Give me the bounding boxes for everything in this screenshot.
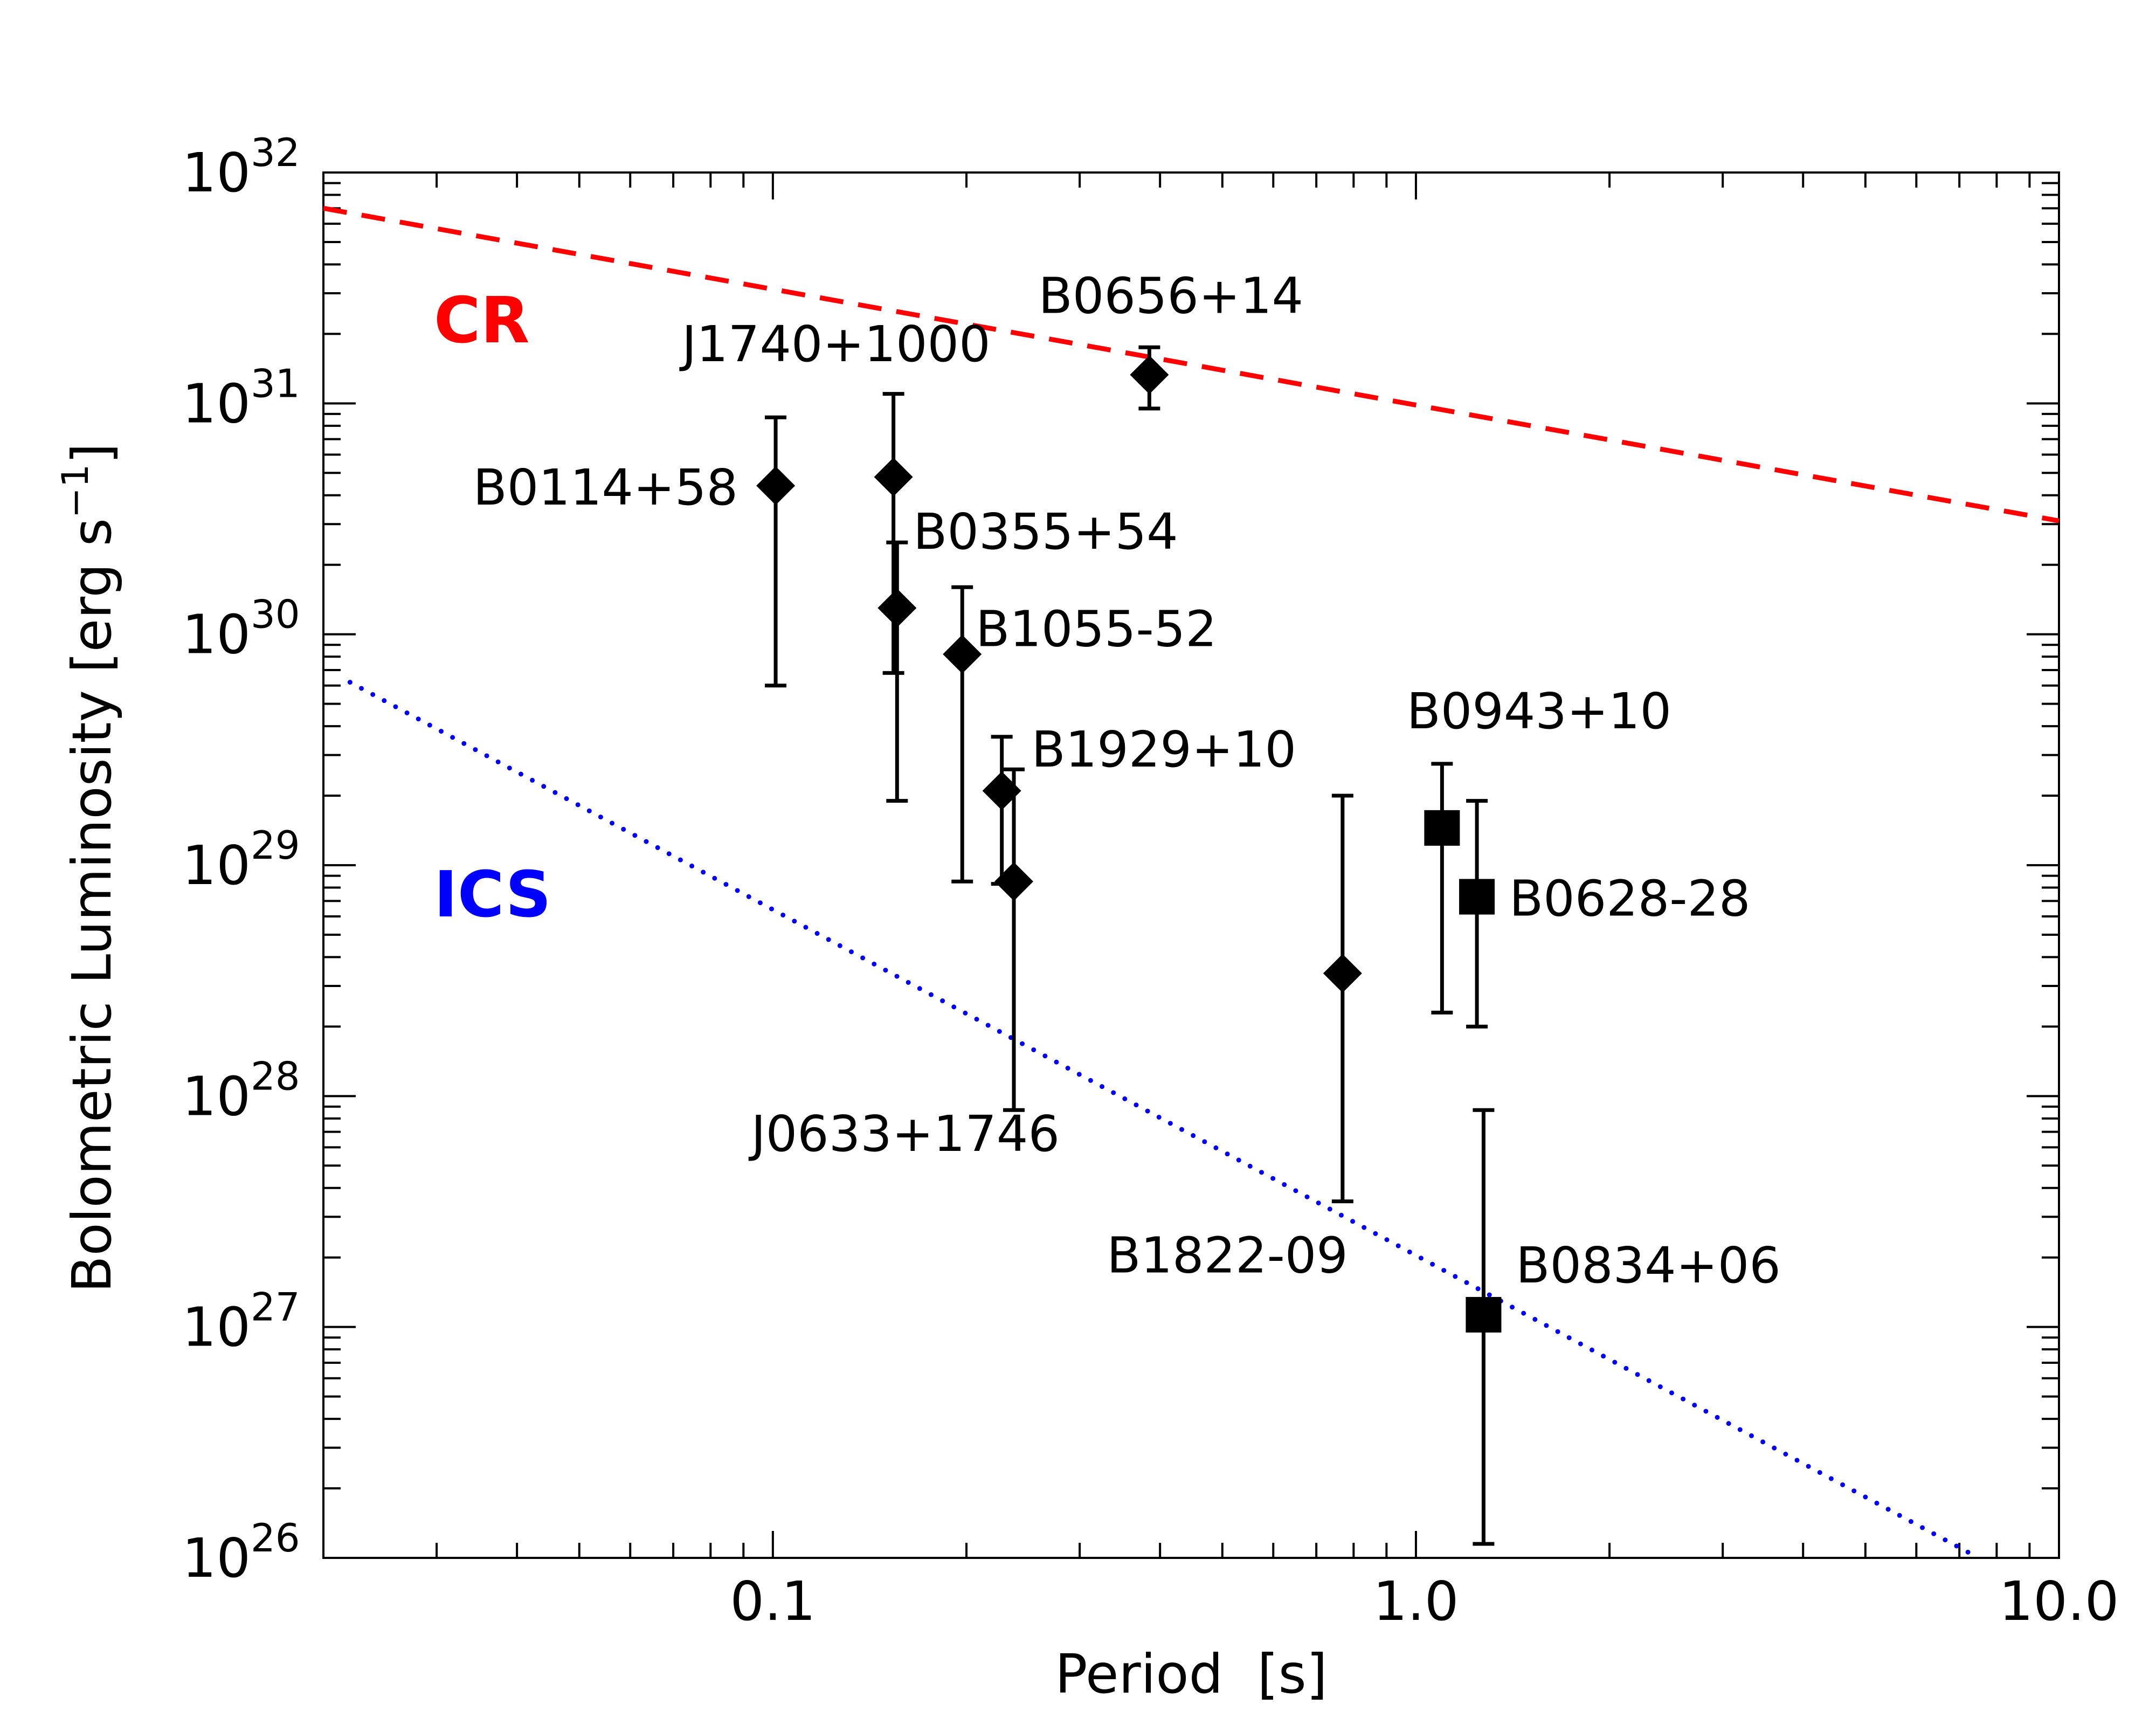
diamond-marker (994, 862, 1033, 901)
point-label: J1740+1000 (679, 315, 990, 373)
square-marker (1466, 1296, 1502, 1333)
y-tick-exponent: 31 (251, 361, 300, 406)
y-tick-exponent: 30 (251, 592, 300, 637)
x-tick-label: 10.0 (1999, 1570, 2119, 1633)
data-points (756, 345, 1502, 1546)
y-tick-label: 10 (182, 372, 251, 435)
y-tick-label: 10 (182, 834, 251, 897)
y-tick-label: 10 (182, 1065, 251, 1128)
y-tick-label: 10 (182, 603, 251, 666)
y-tick-exponent: 28 (251, 1053, 300, 1099)
x-tick-label: 0.1 (730, 1570, 816, 1633)
point-label: B1055-52 (976, 601, 1217, 658)
y-tick-exponent: 27 (251, 1285, 300, 1330)
cr-line (323, 205, 2060, 523)
square-marker (1424, 810, 1460, 846)
point-label: B0355+54 (913, 503, 1178, 561)
point-label: B0834+06 (1516, 1237, 1780, 1294)
point-label: J0633+1746 (749, 1105, 1060, 1163)
cr-label: CR (434, 283, 529, 357)
square-marker (1459, 879, 1495, 915)
diamond-marker (943, 634, 982, 674)
point-label: B1929+10 (1032, 721, 1296, 778)
point-label: B1822-09 (1107, 1227, 1348, 1285)
plot-frame (322, 171, 2060, 1559)
point-label: B0656+14 (1039, 267, 1303, 325)
y-tick-exponent: 32 (251, 130, 300, 175)
y-tick-label: 10 (182, 1296, 251, 1359)
y-tick-exponent: 26 (251, 1515, 300, 1561)
diamond-marker (982, 771, 1021, 810)
diamond-marker (756, 466, 796, 506)
y-tick-label: 10 (182, 141, 251, 204)
point-label: B0628-28 (1509, 870, 1751, 928)
y-tick-exponent: 29 (251, 823, 300, 868)
diamond-marker (1130, 355, 1169, 395)
ics-line (347, 680, 1981, 1561)
x-axis-label: Period [s] (1055, 1643, 1328, 1706)
diamond-marker (1323, 954, 1362, 993)
diamond-marker (877, 588, 917, 627)
y-tick-label: 10 (182, 1527, 251, 1590)
point-label: B0114+58 (473, 459, 738, 516)
ics-label: ICS (434, 857, 551, 932)
y-axis-label: Bolometric Luminosity [erg s−1] (54, 443, 123, 1293)
diamond-marker (874, 457, 913, 496)
axis-ticks (322, 172, 2059, 1559)
x-tick-label: 1.0 (1373, 1570, 1459, 1633)
model-lines (323, 205, 2060, 1561)
point-label: B0943+10 (1407, 682, 1671, 740)
